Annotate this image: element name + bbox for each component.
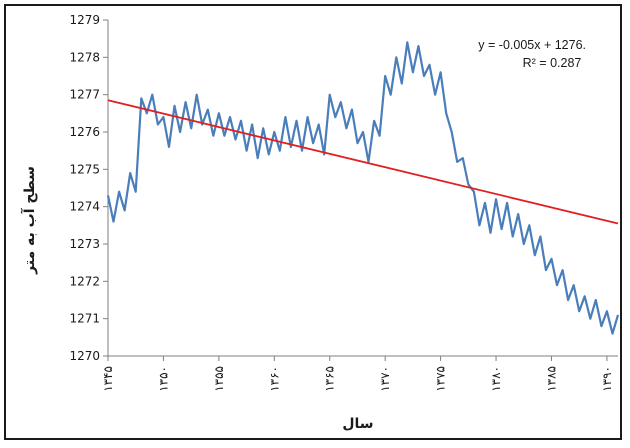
x-tick-label: ۱۳۷۵ bbox=[434, 366, 448, 392]
x-axis-title: سال bbox=[342, 416, 373, 432]
trendline-r-squared: R² = 0.287 bbox=[523, 56, 582, 70]
x-axis-ticks: ۱۳۴۵ ۱۳۵۰ ۱۳۵۵ ۱۳۶۰ ۱۳۶۵ ۱۳۷۰ ۱۳۷۵ ۱۳۸۰ ۱۳۸۵ ۱۳۹۰ bbox=[101, 356, 614, 392]
x-tick-label: ۱۳۷۰ bbox=[378, 366, 392, 392]
x-tick-label: ۱۳۸۰ bbox=[489, 366, 503, 392]
x-tick-label: ۱۳۵۰ bbox=[156, 366, 170, 392]
y-tick-label: 1271 bbox=[69, 312, 100, 326]
y-axis-title: سطح آب به متر bbox=[20, 166, 38, 275]
y-tick-label: 1274 bbox=[69, 200, 100, 214]
x-tick-label: ۱۳۶۵ bbox=[323, 366, 337, 392]
y-tick-label: 1273 bbox=[69, 237, 100, 251]
y-axis-ticks: 1270 1271 1272 1273 1274 1275 1276 1277 1278 1279 bbox=[69, 13, 108, 363]
x-tick-label: ۱۳۴۵ bbox=[101, 366, 115, 392]
y-tick-label: 1276 bbox=[69, 125, 100, 139]
x-tick-label: ۱۳۹۰ bbox=[600, 366, 614, 392]
x-tick-label: ۱۳۶۰ bbox=[267, 366, 281, 392]
y-tick-label: 1278 bbox=[69, 50, 100, 64]
trend-line bbox=[107, 99, 619, 225]
y-tick-label: 1279 bbox=[69, 13, 100, 27]
y-tick-label: 1272 bbox=[69, 274, 100, 288]
y-tick-label: 1270 bbox=[69, 349, 100, 363]
plot-area: 1270 1271 1272 1273 1274 1275 1276 1277 1278 1279… bbox=[69, 13, 620, 392]
water-level-series-line bbox=[106, 41, 620, 335]
x-tick-label: ۱۳۵۵ bbox=[212, 366, 226, 392]
trendline-equation: y = -0.005x + 1276. bbox=[478, 38, 586, 52]
y-tick-label: 1275 bbox=[69, 162, 100, 176]
x-tick-label: ۱۳۸۵ bbox=[544, 366, 558, 392]
y-tick-label: 1277 bbox=[69, 88, 100, 102]
